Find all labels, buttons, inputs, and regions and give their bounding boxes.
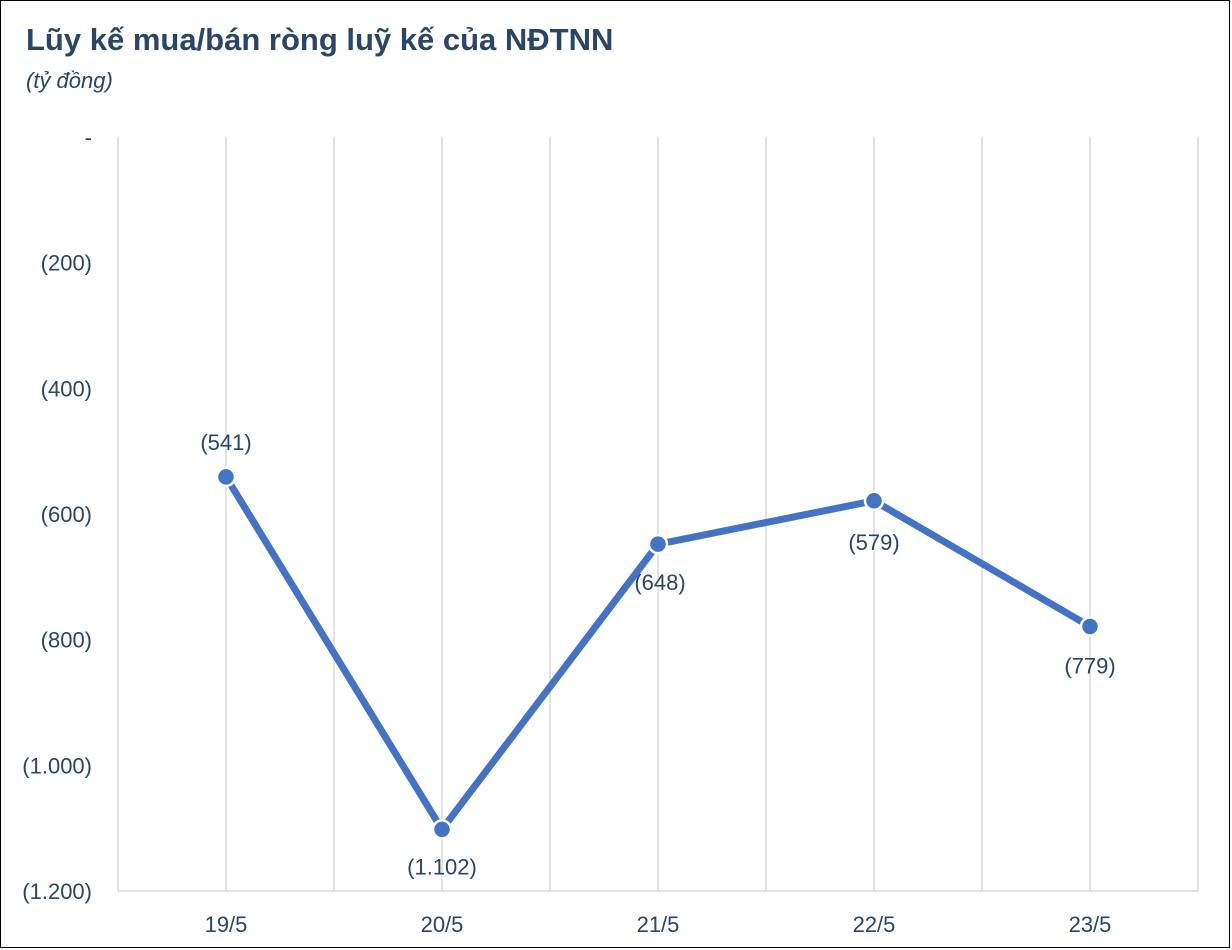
x-tick-label: 22/5 xyxy=(853,912,896,937)
data-labels: (541) (1.102) (648) (579) (779) xyxy=(200,430,1115,879)
data-point xyxy=(215,466,237,488)
data-points xyxy=(215,466,1101,840)
data-label: (648) xyxy=(634,570,685,595)
data-label: (579) xyxy=(848,530,899,555)
x-tick-label: 20/5 xyxy=(421,912,464,937)
data-point xyxy=(863,490,885,512)
y-tick-label: (800) xyxy=(41,628,92,653)
y-tick-label: (1.000) xyxy=(22,753,92,778)
x-tick-label: 19/5 xyxy=(205,912,248,937)
y-tick-label: (600) xyxy=(41,502,92,527)
chart-subtitle: (tỷ đồng) xyxy=(26,68,113,93)
x-tick-label: 21/5 xyxy=(637,912,680,937)
chart-title: Lũy kế mua/bán ròng luỹ kế của NĐTNN xyxy=(26,22,614,57)
data-point xyxy=(1079,616,1101,637)
data-label: (1.102) xyxy=(407,854,477,879)
gridlines xyxy=(117,137,1199,891)
data-point xyxy=(647,533,669,555)
x-tick-label: 23/5 xyxy=(1069,912,1112,937)
y-tick-label: (200) xyxy=(41,251,92,276)
data-point xyxy=(431,819,453,840)
y-axis-ticks: - (200) (400) (600) (800) (1.000) (1.200) xyxy=(22,125,92,904)
x-axis-ticks: 19/5 20/5 21/5 22/5 23/5 xyxy=(205,912,1112,937)
data-label: (779) xyxy=(1064,653,1115,678)
y-tick-label: (400) xyxy=(41,376,92,401)
y-tick-label: (1.200) xyxy=(22,879,92,904)
y-tick-label: - xyxy=(85,125,92,150)
data-label: (541) xyxy=(200,430,251,455)
